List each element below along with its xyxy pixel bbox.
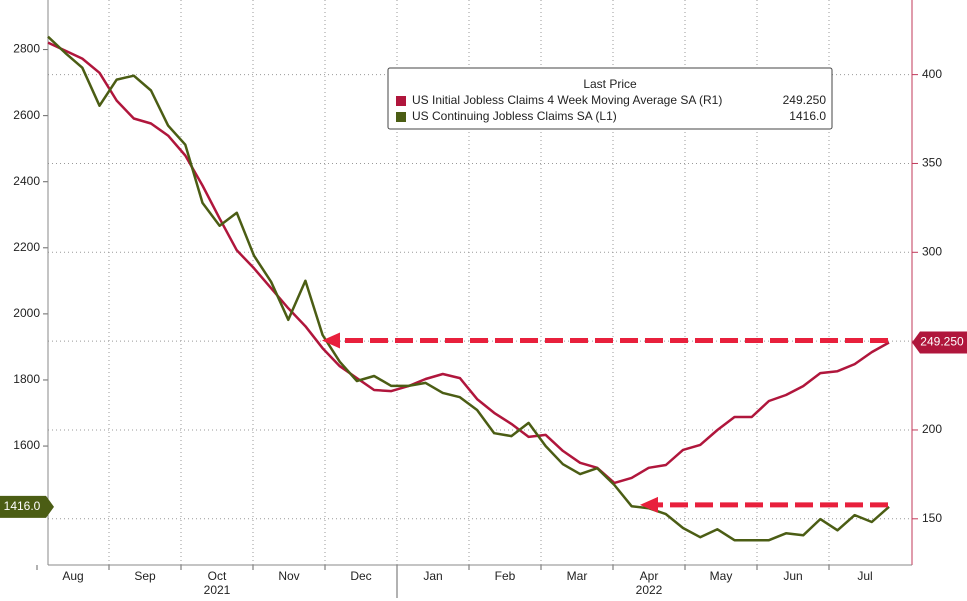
y2-tick-label: 350 <box>922 156 942 170</box>
legend-value: 249.250 <box>783 93 827 107</box>
x-tick-label: May <box>710 569 733 583</box>
legend-swatch <box>396 96 406 106</box>
last-value-tag <box>0 495 54 518</box>
x-tick-label: Nov <box>278 569 299 583</box>
legend-label: US Continuing Jobless Claims SA (L1) <box>412 109 617 123</box>
legend-swatch <box>396 112 406 122</box>
last-value-tag <box>912 331 967 354</box>
series-line <box>47 35 890 542</box>
y-tick-label: 2600 <box>13 108 40 122</box>
y-tick-label: 2400 <box>13 174 40 188</box>
legend-title: Last Price <box>583 77 637 91</box>
legend-box <box>387 67 833 130</box>
year-label: 2021 <box>204 583 231 597</box>
y2-tick-label: 200 <box>922 422 942 436</box>
x-tick-label: Jun <box>783 569 802 583</box>
y-tick-label: 2000 <box>13 306 40 320</box>
series-line <box>47 41 890 485</box>
arrow-head <box>322 332 340 349</box>
x-tick-label: Feb <box>495 569 516 583</box>
x-tick-label: Dec <box>350 569 371 583</box>
x-tick-label: Aug <box>62 569 83 583</box>
x-tick-label: Apr <box>640 569 659 583</box>
y2-tick-label: 400 <box>922 67 942 81</box>
y-tick-label: 2800 <box>13 42 40 56</box>
arrow-head <box>640 496 658 513</box>
legend-label: US Initial Jobless Claims 4 Week Moving … <box>412 93 722 107</box>
y-tick-label: 1600 <box>13 438 40 452</box>
x-tick-label: Mar <box>567 569 588 583</box>
x-tick-label: Oct <box>208 569 227 583</box>
y-tick-label: 2200 <box>13 240 40 254</box>
legend-value: 1416.0 <box>789 109 826 123</box>
y-tick-label: 1800 <box>13 372 40 386</box>
y2-tick-label: 150 <box>922 511 942 525</box>
year-label: 2022 <box>636 583 663 597</box>
last-value-label: 1416.0 <box>4 499 41 513</box>
y2-tick-label: 300 <box>922 244 942 258</box>
x-tick-label: Jul <box>857 569 872 583</box>
x-tick-label: Jan <box>423 569 442 583</box>
x-tick-label: Sep <box>134 569 156 583</box>
legend: Last Price US Initial Jobless Claims 4 We… <box>387 67 833 130</box>
last-value-label: 249.250 <box>920 335 964 349</box>
